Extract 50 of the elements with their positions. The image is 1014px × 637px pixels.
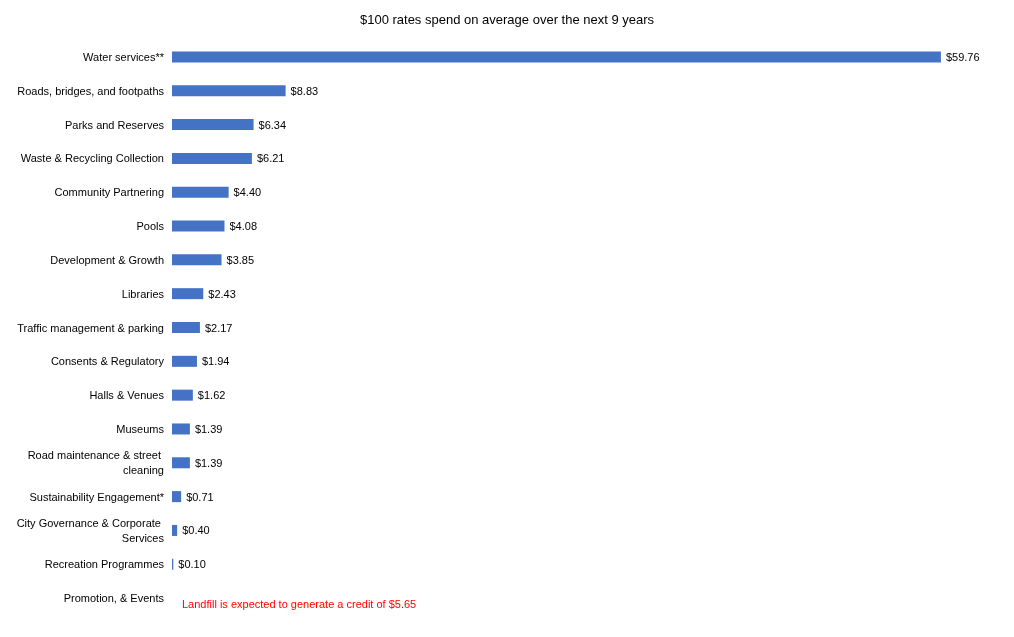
data-label: $8.83 (290, 84, 319, 97)
y-tick-label: Pools (136, 220, 165, 233)
y-tick-label: Libraries (121, 287, 165, 300)
y-tick-label: Halls & Venues (89, 389, 165, 402)
y-tick-label: Community Partnering (54, 186, 164, 199)
data-label: $2.43 (208, 287, 236, 300)
bar (172, 254, 222, 266)
y-tick-label: Recreation Programmes (44, 558, 165, 571)
data-label: $6.21 (256, 152, 285, 165)
data-label: $1.94 (201, 355, 230, 368)
bar (172, 355, 197, 367)
bar (172, 220, 225, 232)
y-tick-label: Promotion, & Events (63, 592, 165, 605)
y-tick-label: Consents & Regulatory (50, 355, 165, 368)
y-tick-label: Road maintenance & street cleaning (27, 449, 164, 477)
y-tick-label: City Governance & Corporate Services (16, 516, 165, 544)
y-tick-label: Sustainability Engagement* (29, 490, 165, 503)
data-label: $4.08 (229, 220, 258, 233)
y-tick-label: Traffic management & parking (17, 321, 164, 334)
data-label: $0.10 (178, 558, 206, 571)
data-label: $6.34 (258, 118, 287, 131)
annotation: Landfill is expected to generate a credit of $5.65 (182, 597, 417, 610)
bar (172, 389, 193, 401)
bar (172, 186, 229, 198)
y-tick-label: Waste & Recycling Collection (20, 152, 164, 165)
bar (172, 457, 190, 469)
data-label: $59.76 (945, 50, 980, 63)
bar (172, 322, 200, 333)
y-tick-label: Roads, bridges, and footpaths (17, 84, 165, 97)
data-label: $1.39 (194, 422, 223, 435)
data-label: $0.71 (186, 490, 214, 503)
data-label: $3.85 (226, 253, 255, 266)
y-tick-label: Parks and Reserves (64, 118, 165, 131)
data-label: $1.62 (197, 389, 226, 402)
bar (172, 119, 254, 131)
y-tick-label: Water services** (83, 50, 165, 63)
data-label: $4.40 (233, 186, 262, 199)
chart-title: $100 rates spend on average over the next 9 years (359, 12, 655, 27)
y-tick-label: Museums (116, 422, 165, 435)
bar (172, 152, 252, 164)
bar (172, 423, 190, 435)
data-label: $0.40 (182, 524, 210, 537)
bar (172, 288, 204, 300)
bar (172, 85, 286, 97)
data-label: $1.39 (194, 456, 223, 469)
bar (172, 51, 941, 63)
bar (172, 524, 178, 536)
data-label: $2.17 (204, 321, 233, 334)
y-tick-label: Development & Growth (50, 253, 164, 266)
bar (172, 491, 182, 503)
